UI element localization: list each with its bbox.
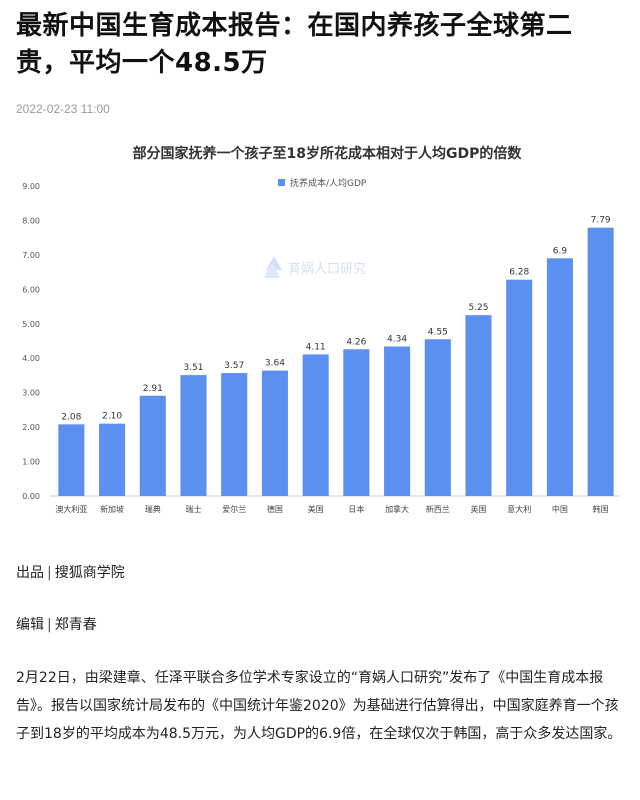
bar-value-label: 4.11	[306, 342, 326, 352]
x-tick-label: 加拿大	[385, 504, 409, 514]
value-labels: 2.08 2.10 2.91 3.51 3.57 3.64 4.11 4.26 4.34 4.55…	[61, 216, 611, 423]
legend-swatch	[278, 179, 285, 186]
y-tick-label: 2.00	[22, 423, 40, 432]
x-tick-label: 意大利	[507, 504, 531, 514]
separator: |	[47, 617, 52, 633]
article-title: 最新中国生育成本报告：在国内养孩子全球第二贵，平均一个48.5万	[16, 11, 573, 78]
bar-value-label: 2.91	[143, 384, 163, 394]
editor-value: 郑青春	[54, 617, 97, 633]
source-credit: 出品 | 搜狐商学院	[16, 560, 624, 586]
bar-value-label: 4.26	[346, 337, 366, 347]
y-tick-label: 7.00	[22, 251, 40, 260]
chart-title: 部分国家抚养一个孩子至18岁所花成本相对于人均GDP的倍数	[133, 145, 523, 162]
x-tick-label: 瑞士	[186, 504, 202, 514]
x-tick-label: 新西兰	[426, 504, 450, 514]
legend-label: 抚养成本/人均GDP	[290, 177, 367, 189]
bar-value-label: 3.64	[265, 359, 285, 369]
bar-value-label: 7.79	[591, 216, 611, 226]
bar-value-label: 3.51	[183, 363, 203, 373]
bar	[58, 424, 85, 496]
editor-label: 编辑	[16, 617, 44, 633]
bar	[587, 227, 614, 496]
article-body: 2月22日，由梁建章、任泽平联合多位学术专家设立的“育娲人口研究”发布了《中国生…	[16, 670, 622, 742]
bar	[221, 373, 248, 496]
bar-value-label: 2.08	[61, 412, 81, 422]
bar	[384, 346, 411, 496]
bar-value-label: 4.55	[428, 327, 448, 337]
bar-value-label: 5.25	[468, 303, 488, 313]
x-tick-label: 韩国	[593, 504, 609, 514]
x-axis: 澳大利亚 新加坡 瑞典 瑞士 爱尔兰 德国 美国 日本 加拿大 新西兰 英国 意大利 中国 韩国	[55, 504, 608, 514]
bar-value-label: 2.10	[102, 412, 122, 422]
y-tick-label: 4.00	[22, 354, 40, 363]
x-tick-label: 德国	[267, 504, 283, 514]
bar	[465, 315, 492, 496]
watermark: 育娲人口研究	[264, 256, 366, 278]
bar	[261, 370, 288, 496]
bar	[139, 395, 166, 496]
bar	[546, 258, 573, 496]
bars	[58, 227, 614, 496]
bar-value-label: 6.9	[553, 246, 568, 256]
bar	[180, 375, 207, 496]
x-tick-label: 美国	[308, 504, 324, 514]
bar-value-label: 4.34	[387, 335, 407, 345]
bar-value-label: 3.57	[224, 361, 244, 371]
bar-chart: 部分国家抚养一个孩子至18岁所花成本相对于人均GDP的倍数 抚养成本/人均GDP…	[22, 145, 620, 514]
y-tick-label: 9.00	[22, 182, 40, 191]
source-value: 搜狐商学院	[54, 565, 125, 581]
y-tick-label: 1.00	[22, 458, 40, 467]
bar-value-label: 6.28	[509, 268, 529, 278]
y-tick-label: 8.00	[22, 216, 40, 225]
editor-credit: 编辑 | 郑青春	[16, 612, 624, 638]
y-tick-label: 6.00	[22, 285, 40, 294]
x-tick-label: 日本	[348, 504, 364, 514]
bar	[99, 423, 126, 496]
y-tick-label: 0.00	[22, 492, 40, 501]
watermark-logo-icon	[264, 256, 282, 278]
y-tick-label: 5.00	[22, 320, 40, 329]
x-tick-label: 瑞典	[145, 504, 161, 514]
y-tick-label: 3.00	[22, 389, 40, 398]
bar	[343, 349, 370, 496]
x-tick-label: 中国	[552, 504, 568, 514]
watermark-text: 育娲人口研究	[288, 261, 366, 277]
bar	[506, 279, 533, 496]
publish-datetime: 2022-02-23 11:00	[16, 102, 110, 116]
x-tick-label: 英国	[471, 504, 487, 514]
x-tick-label: 爱尔兰	[222, 504, 246, 514]
source-label: 出品	[16, 565, 44, 581]
chart-image: 部分国家抚养一个孩子至18岁所花成本相对于人均GDP的倍数 抚养成本/人均GDP…	[16, 138, 624, 518]
bar	[424, 339, 451, 496]
x-tick-label: 新加坡	[100, 504, 124, 514]
bar	[302, 354, 329, 496]
separator: |	[47, 565, 52, 581]
x-tick-label: 澳大利亚	[55, 504, 87, 514]
